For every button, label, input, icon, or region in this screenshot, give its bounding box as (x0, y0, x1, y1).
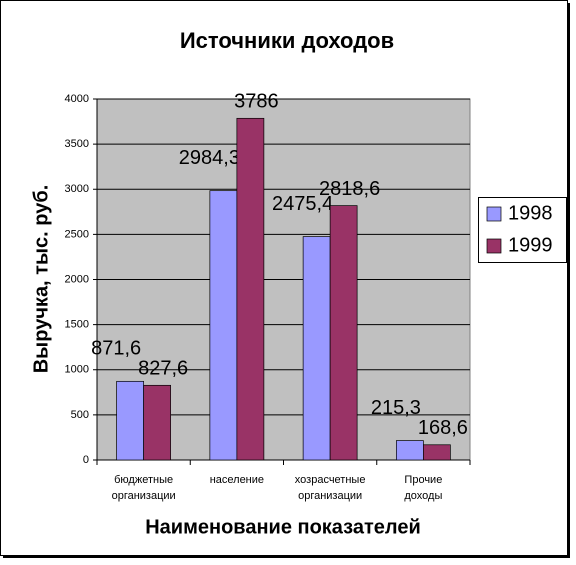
data-label: 827,6 (138, 358, 188, 380)
bar (302, 236, 331, 461)
bar (116, 380, 144, 461)
x-axis-label: Наименование показателей (145, 516, 421, 538)
data-label: 168,6 (418, 417, 468, 439)
y-tick-label: 2500 (65, 228, 89, 240)
y-axis-label: Выручка, тыс. руб. (30, 185, 52, 374)
x-tick-label: хозрасчетные организации (295, 474, 366, 502)
x-tick-label: население (210, 474, 264, 486)
y-tick-label: 1000 (65, 364, 89, 376)
x-tick-label: бюджетные организации (112, 474, 176, 502)
data-label: 215,3 (371, 397, 421, 419)
y-tick-label: 500 (71, 409, 89, 421)
x-tick-label: Прочие доходы (404, 474, 442, 502)
y-tick-label: 4000 (65, 93, 89, 105)
y-tick-label: 0 (83, 454, 89, 466)
legend-label: 1998 (508, 202, 553, 224)
legend-swatch (486, 238, 502, 254)
bar (329, 205, 358, 461)
bar (143, 384, 171, 461)
bar (423, 444, 451, 461)
bar (209, 190, 238, 461)
data-label: 2475,4 (272, 193, 333, 215)
bar (236, 117, 265, 461)
y-tick-label: 3500 (65, 138, 89, 150)
y-tick-label: 1500 (65, 319, 89, 331)
data-label: 2818,6 (319, 178, 380, 200)
y-tick-label: 3000 (65, 183, 89, 195)
data-label: 2984,3 (179, 147, 240, 169)
data-label: 871,6 (91, 338, 141, 360)
bar (396, 440, 424, 461)
data-label: 3786 (234, 91, 279, 113)
chart-title: Источники доходов (180, 28, 394, 53)
legend-label: 1999 (508, 234, 553, 256)
legend-swatch (486, 206, 502, 222)
y-tick-label: 2000 (65, 273, 89, 285)
